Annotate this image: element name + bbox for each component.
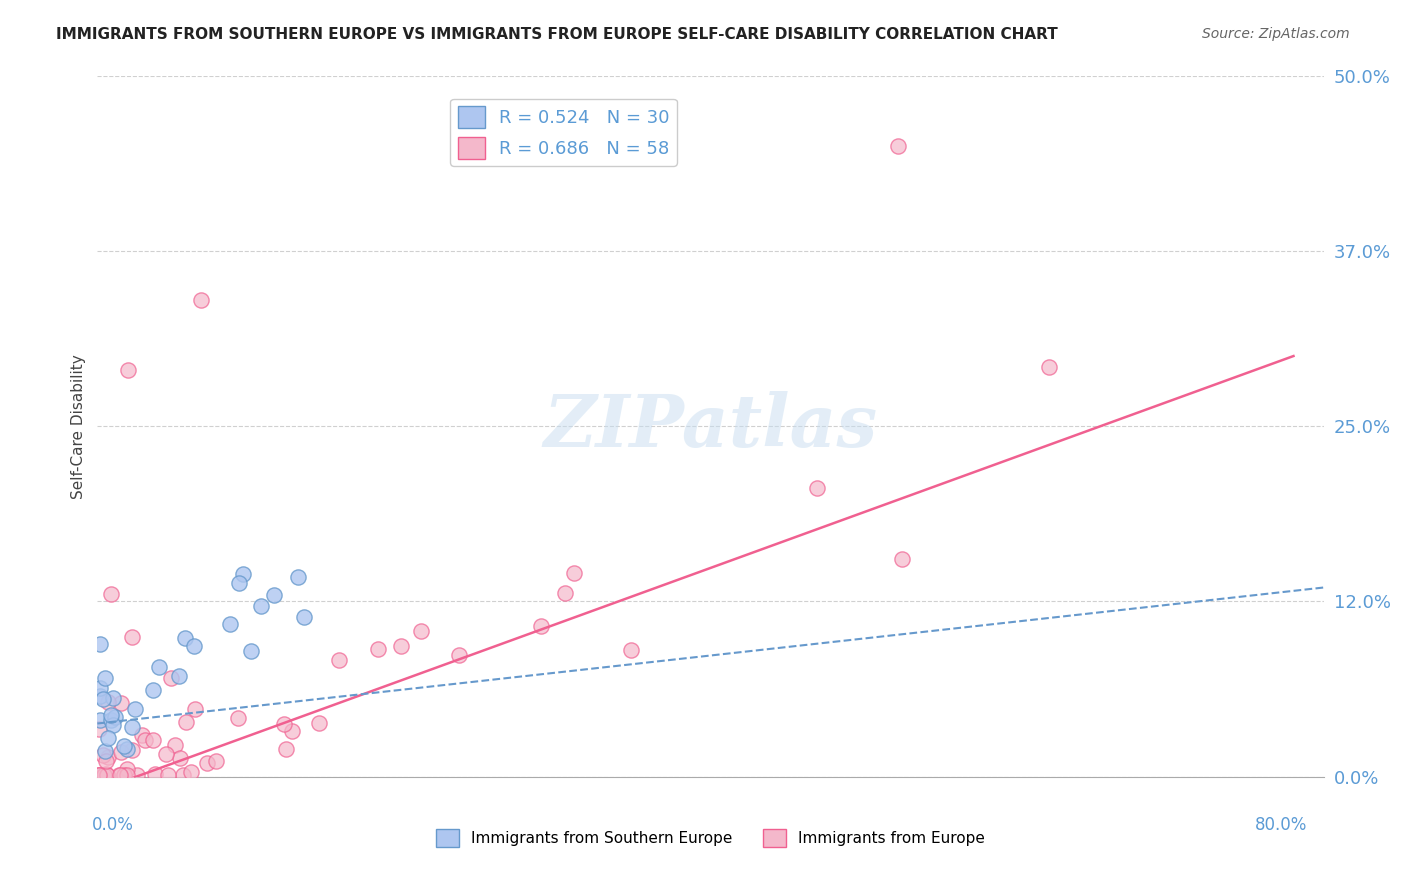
Point <box>367 641 389 656</box>
Point <box>174 632 197 646</box>
Point <box>93 743 115 757</box>
Point <box>100 713 122 727</box>
Text: ZIPatlas: ZIPatlas <box>544 391 877 462</box>
Point <box>103 718 125 732</box>
Point <box>530 619 553 633</box>
Point <box>121 630 143 644</box>
Point <box>219 617 242 632</box>
Point <box>100 708 122 723</box>
Point <box>93 768 115 782</box>
Point <box>131 729 153 743</box>
Point <box>281 723 304 738</box>
Point <box>121 743 143 757</box>
Point <box>226 711 249 725</box>
Point <box>890 552 912 566</box>
Point <box>180 765 202 780</box>
Point <box>1038 360 1060 375</box>
Point <box>197 756 219 770</box>
Point <box>172 768 194 782</box>
Point <box>562 566 585 581</box>
Point <box>117 363 139 377</box>
Point <box>163 738 186 752</box>
Point <box>87 768 110 782</box>
Point <box>87 768 110 782</box>
Point <box>228 576 250 591</box>
Point <box>93 768 115 782</box>
Point <box>204 754 226 768</box>
Point <box>239 644 262 658</box>
Point <box>142 682 165 697</box>
Point <box>104 710 127 724</box>
Point <box>87 768 110 782</box>
Point <box>155 747 177 761</box>
Point <box>263 588 285 602</box>
Point <box>89 636 111 650</box>
Point <box>232 566 254 581</box>
Point <box>89 681 111 695</box>
Point <box>308 715 330 730</box>
Text: Source: ZipAtlas.com: Source: ZipAtlas.com <box>1202 27 1350 41</box>
Point <box>103 691 125 706</box>
Point <box>110 768 132 782</box>
Text: 80.0%: 80.0% <box>1256 815 1308 833</box>
Point <box>96 695 118 709</box>
Point <box>94 767 117 781</box>
Point <box>89 713 111 727</box>
Point <box>273 716 295 731</box>
Point <box>115 762 138 776</box>
Point <box>328 653 350 667</box>
Point <box>190 293 212 307</box>
Point <box>134 733 156 747</box>
Point <box>167 668 190 682</box>
Point <box>389 639 412 653</box>
Point <box>87 722 110 736</box>
Point <box>554 586 576 600</box>
Point <box>115 768 138 782</box>
Point <box>94 671 117 685</box>
Point <box>112 739 135 754</box>
Point <box>112 768 135 782</box>
Text: 0.0%: 0.0% <box>91 815 134 833</box>
Point <box>91 747 114 762</box>
Point <box>250 599 273 613</box>
Point <box>91 692 114 706</box>
Text: IMMIGRANTS FROM SOUTHERN EUROPE VS IMMIGRANTS FROM EUROPE SELF-CARE DISABILITY C: IMMIGRANTS FROM SOUTHERN EUROPE VS IMMIG… <box>56 27 1057 42</box>
Y-axis label: Self-Care Disability: Self-Care Disability <box>72 354 86 499</box>
Point <box>110 745 132 759</box>
Point <box>411 624 433 639</box>
Point <box>287 570 309 584</box>
Point <box>97 731 120 746</box>
Point <box>174 714 197 729</box>
Point <box>142 733 165 747</box>
Point <box>115 741 138 756</box>
Point <box>143 766 166 780</box>
Point <box>449 648 471 663</box>
Point <box>96 754 118 768</box>
Point <box>127 768 149 782</box>
Point <box>887 138 910 153</box>
Point <box>183 640 205 654</box>
Point <box>620 642 643 657</box>
Point <box>97 750 120 764</box>
Point <box>184 702 207 716</box>
Point <box>292 609 315 624</box>
Point <box>100 587 122 601</box>
Point <box>121 720 143 734</box>
Point <box>157 768 180 782</box>
Point <box>108 768 131 782</box>
Point <box>89 689 111 703</box>
Point <box>169 750 191 764</box>
Legend: R = 0.524   N = 30, R = 0.686   N = 58: R = 0.524 N = 30, R = 0.686 N = 58 <box>450 99 676 166</box>
Point <box>124 702 146 716</box>
Point <box>148 659 170 673</box>
Point <box>160 671 183 685</box>
Point <box>806 481 828 495</box>
Point <box>96 768 118 782</box>
Point <box>110 696 132 710</box>
Point <box>274 742 297 756</box>
